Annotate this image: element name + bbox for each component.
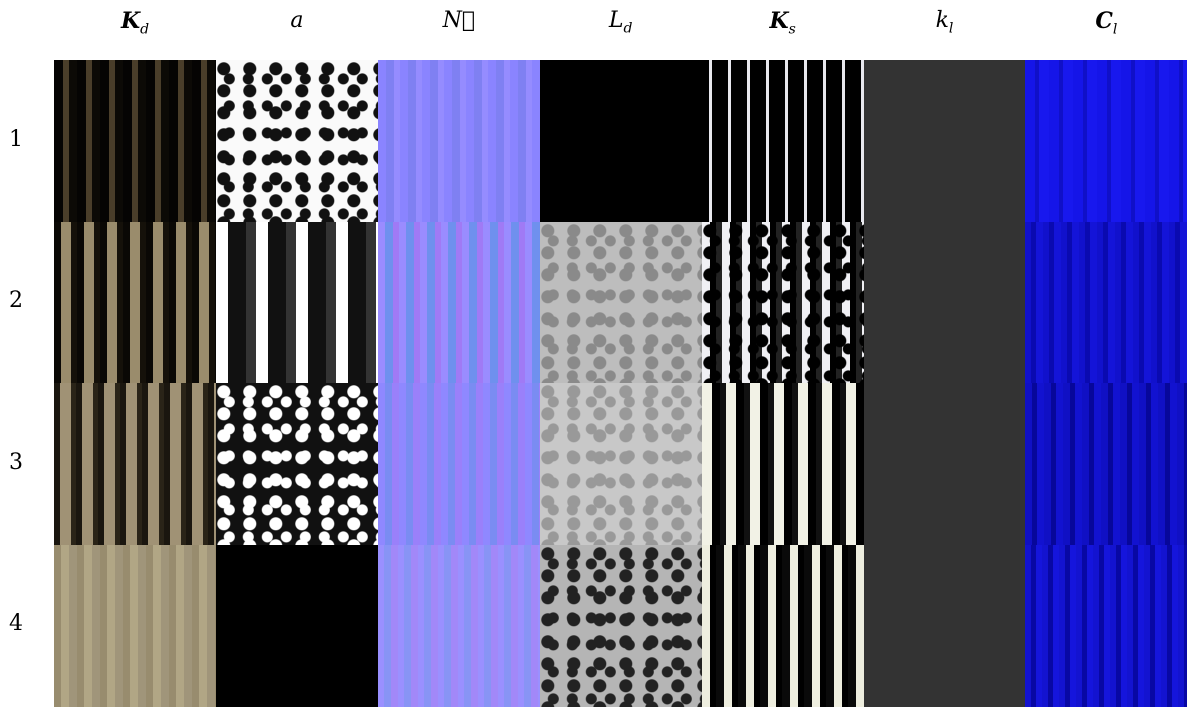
texture-map bbox=[539, 544, 702, 707]
texture-map bbox=[54, 60, 216, 222]
texture-map bbox=[1025, 383, 1188, 545]
texture-map bbox=[54, 544, 216, 707]
column-header: Ld bbox=[540, 8, 702, 36]
header-subscript: l bbox=[948, 20, 954, 37]
texture-map bbox=[539, 221, 702, 384]
row-label: 2 bbox=[9, 288, 23, 314]
texture-map bbox=[377, 383, 540, 545]
header-symbol: C bbox=[1095, 8, 1113, 34]
texture-map bbox=[54, 383, 216, 545]
column-header: Kd bbox=[54, 8, 216, 37]
texture-map bbox=[1025, 221, 1188, 384]
column-header: Cl bbox=[1025, 8, 1187, 37]
texture-map bbox=[1025, 544, 1188, 707]
header-subscript: d bbox=[623, 20, 633, 37]
texture-map bbox=[701, 383, 864, 545]
texture-map bbox=[377, 60, 540, 222]
row-label: 1 bbox=[9, 126, 23, 152]
texture-map bbox=[215, 383, 378, 545]
texture-map bbox=[863, 221, 1026, 384]
column-header: kl bbox=[864, 8, 1026, 36]
column-header: Ks bbox=[702, 8, 864, 37]
texture-map bbox=[215, 544, 378, 707]
texture-map bbox=[377, 221, 540, 384]
header-subscript: s bbox=[788, 21, 796, 38]
texture-map bbox=[215, 221, 378, 384]
header-symbol: a bbox=[290, 8, 304, 33]
texture-map bbox=[54, 221, 216, 384]
texture-map bbox=[863, 383, 1026, 545]
texture-map bbox=[377, 544, 540, 707]
texture-map bbox=[539, 60, 702, 222]
texture-map bbox=[863, 60, 1026, 222]
row-label: 4 bbox=[9, 611, 23, 637]
header-subscript: l bbox=[1112, 21, 1118, 38]
header-symbol: K bbox=[769, 8, 789, 34]
header-symbol: N⃗ bbox=[442, 8, 476, 33]
texture-map bbox=[701, 60, 864, 222]
texture-map bbox=[863, 544, 1026, 707]
header-symbol: K bbox=[120, 8, 141, 34]
texture-map bbox=[215, 60, 378, 222]
header-symbol: L bbox=[608, 8, 624, 33]
texture-map bbox=[701, 544, 864, 707]
header-symbol: k bbox=[935, 8, 949, 33]
texture-map bbox=[701, 221, 864, 384]
row-label: 3 bbox=[9, 449, 23, 475]
column-header: a bbox=[216, 8, 378, 33]
texture-map bbox=[1025, 60, 1188, 222]
column-header: N⃗ bbox=[378, 8, 540, 33]
texture-map bbox=[539, 383, 702, 545]
header-subscript: d bbox=[140, 21, 150, 38]
